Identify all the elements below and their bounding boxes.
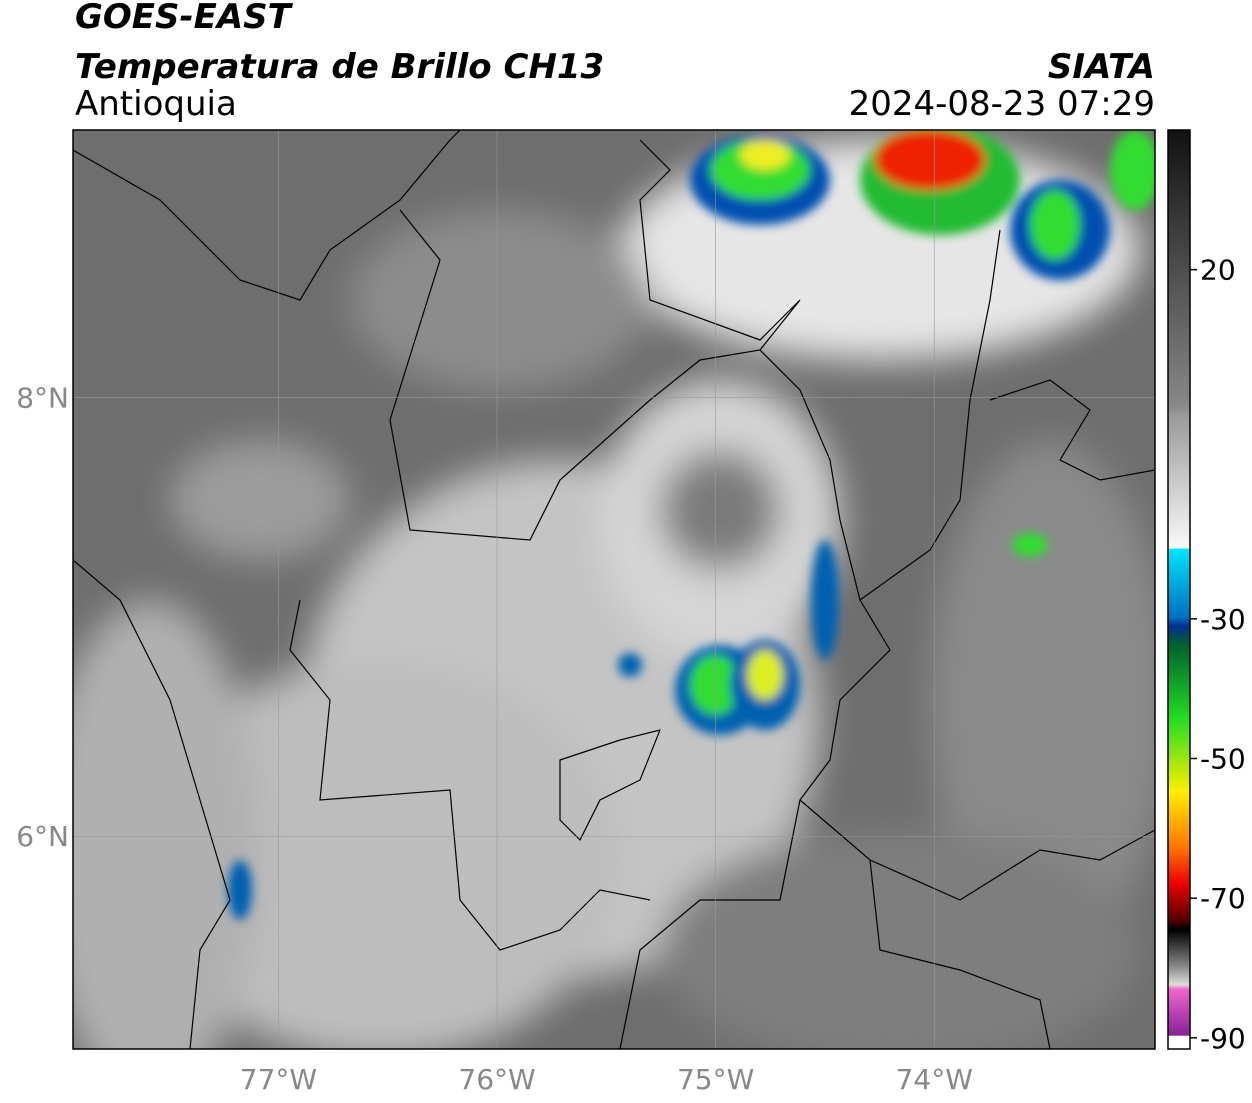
lon-tick-label: 77°W [240, 1063, 317, 1096]
source: SIATA [1048, 47, 1155, 87]
borders [73, 130, 1155, 1049]
subtitle: Temperatura de Brillo CH13 [75, 47, 604, 87]
region: Antioquia [75, 84, 237, 124]
title: GOES-EAST [75, 0, 294, 37]
lon-tick-label: 74°W [896, 1063, 973, 1096]
datetime: 2024-08-23 07:29 [849, 84, 1155, 124]
colorbar-tick-label: 20 [1200, 254, 1236, 287]
lat-tick-label: 8°N [16, 382, 69, 415]
lon-tick-label: 75°W [677, 1063, 754, 1096]
convective-cells [228, 130, 1155, 920]
map-frame [72, 129, 1156, 1050]
colorbar-tick-label: -90 [1200, 1022, 1246, 1055]
colorbar [1167, 129, 1191, 1050]
colorbar-tick-label: -30 [1200, 603, 1246, 636]
colorbar-tick-label: -70 [1200, 882, 1246, 915]
map [73, 130, 1155, 1049]
lat-tick-label: 6°N [16, 820, 69, 853]
colorbar-tick-label: -50 [1200, 742, 1246, 775]
lon-tick-label: 76°W [458, 1063, 535, 1096]
